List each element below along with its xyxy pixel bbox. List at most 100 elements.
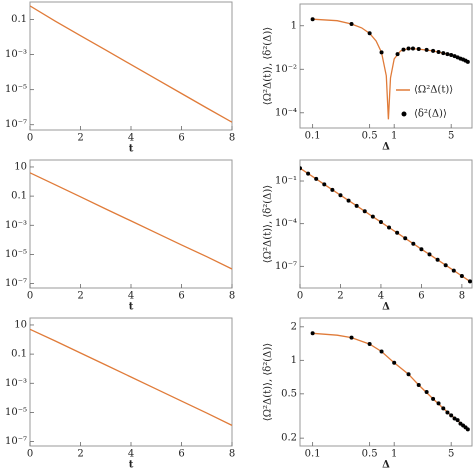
data-point <box>330 187 335 192</box>
data-point <box>445 410 450 415</box>
data-point <box>445 52 450 57</box>
data-point <box>310 331 315 336</box>
data-point <box>459 273 464 278</box>
y-tick-label: 2 <box>291 321 297 332</box>
y-tick-label: 0.5 <box>281 388 297 399</box>
x-tick-label: 8 <box>229 133 235 144</box>
plot-area <box>310 331 470 432</box>
data-point <box>435 257 440 262</box>
x-tick-label: 0.1 <box>305 131 321 142</box>
data-point <box>452 416 457 421</box>
y-axis-label: ⟨Ω²Δ(t)⟩, ⟨δ²(Δ)⟩ <box>263 343 274 421</box>
data-point <box>436 401 441 406</box>
y-tick-label: 0.1 <box>11 349 27 360</box>
x-tick-label: 8 <box>459 291 465 302</box>
x-axis-label: t <box>129 460 134 471</box>
y-axis-label: ⟨Ω²Δ(t)⟩, ⟨δ²(Δ)⟩ <box>263 27 274 105</box>
data-point <box>346 198 351 203</box>
x-tick-label: 0 <box>27 449 33 460</box>
y-tick-label: 1 <box>291 355 297 366</box>
plot-frame <box>29 317 233 447</box>
data-point <box>449 413 454 418</box>
data-point <box>378 220 383 225</box>
data-point <box>451 268 456 273</box>
data-point <box>410 46 415 51</box>
data-point <box>354 203 359 208</box>
plot-frame <box>299 3 473 129</box>
data-point <box>467 279 472 284</box>
x-tick-label: 0 <box>297 291 303 302</box>
x-tick-label: 0 <box>27 291 33 302</box>
data-point <box>416 383 421 388</box>
data-point <box>465 59 470 64</box>
legend-swatch <box>401 111 407 117</box>
plot-frame <box>29 159 233 289</box>
x-tick-label: 0.5 <box>362 131 378 142</box>
y-tick-label: 10⁻⁷ <box>5 119 27 130</box>
x-tick-label: 6 <box>418 291 424 302</box>
x-tick-label: 0.1 <box>305 449 321 460</box>
data-point <box>411 241 416 246</box>
y-tick-label: 10⁻⁴ <box>275 218 297 229</box>
x-tick-label: 6 <box>178 133 184 144</box>
data-point <box>443 263 448 268</box>
data-point <box>379 50 384 55</box>
y-tick-label: 10⁻³ <box>5 220 27 231</box>
data-point <box>416 47 421 52</box>
data-point <box>314 176 319 181</box>
data-point <box>455 418 460 423</box>
plot-area <box>300 166 472 284</box>
data-line <box>312 332 469 430</box>
x-tick-label: 1 <box>391 131 397 142</box>
data-line <box>300 167 471 282</box>
data-point <box>322 182 327 187</box>
data-point <box>367 342 372 347</box>
y-tick-label: 10⁻⁵ <box>5 84 27 95</box>
x-tick-label: 4 <box>128 133 134 144</box>
x-tick-label: 2 <box>77 449 83 460</box>
y-tick-label: 10⁻⁴ <box>275 107 297 118</box>
data-point <box>392 360 397 365</box>
plot-area <box>30 5 232 123</box>
data-point <box>424 389 429 394</box>
x-axis-label: t <box>129 302 134 313</box>
x-axis-label: Δ <box>382 142 390 153</box>
data-point <box>436 50 441 55</box>
data-point <box>406 46 411 51</box>
plot-area <box>30 328 232 426</box>
data-point <box>401 47 406 52</box>
plot-frame <box>29 1 233 131</box>
y-tick-label: 0.1 <box>11 14 27 25</box>
data-point <box>465 427 470 432</box>
x-tick-label: 5 <box>448 131 454 142</box>
legend-label: ⟨δ²(Δ)⟩ <box>414 109 447 120</box>
x-tick-label: 2 <box>337 291 343 302</box>
y-tick-label: 10⁻⁷ <box>5 436 27 447</box>
x-tick-label: 8 <box>229 449 235 460</box>
data-point <box>449 53 454 58</box>
data-line <box>312 18 469 120</box>
data-point <box>431 396 436 401</box>
x-tick-label: 0 <box>27 133 33 144</box>
data-point <box>370 214 375 219</box>
plot-area <box>30 172 232 270</box>
y-tick-label: 10⁻¹ <box>275 176 297 187</box>
legend-label: ⟨Ω²Δ(t)⟩ <box>414 85 453 96</box>
data-point <box>306 171 311 176</box>
data-point <box>387 225 392 230</box>
y-axis-label: ⟨Ω²Δ(t)⟩, ⟨δ²(Δ)⟩ <box>263 185 274 263</box>
data-point <box>424 47 429 52</box>
x-tick-label: 4 <box>128 291 134 302</box>
x-tick-label: 2 <box>77 133 83 144</box>
y-tick-label: 0.2 <box>281 433 297 444</box>
x-tick-label: 6 <box>178 291 184 302</box>
data-line <box>30 328 232 426</box>
data-point <box>431 48 436 53</box>
data-point <box>338 193 343 198</box>
x-tick-label: 4 <box>378 291 384 302</box>
y-tick-label: 10⁻⁷ <box>5 278 27 289</box>
y-tick-label: 10⁻⁵ <box>5 407 27 418</box>
y-tick-label: 10⁻⁷ <box>275 261 297 272</box>
data-point <box>310 17 315 22</box>
x-tick-label: 8 <box>229 291 235 302</box>
